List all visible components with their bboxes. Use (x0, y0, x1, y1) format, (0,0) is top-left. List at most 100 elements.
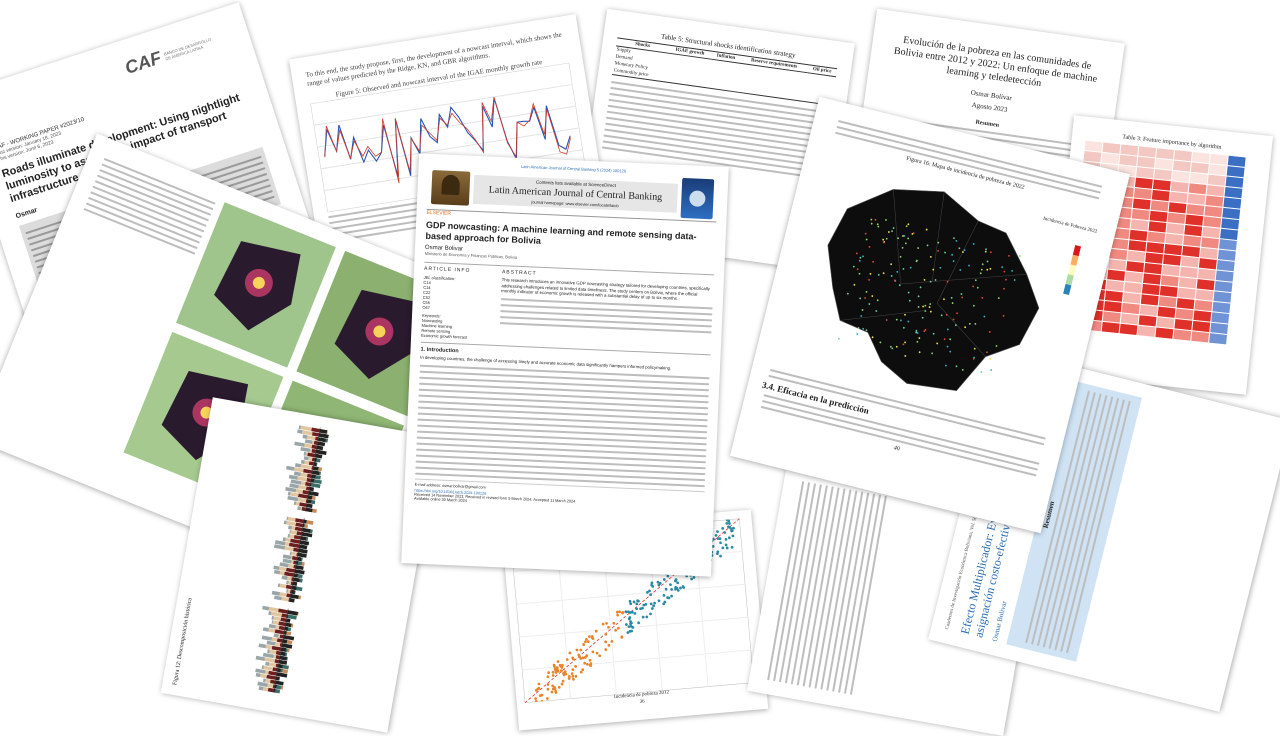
bar-segment (295, 518, 304, 523)
country-outline (800, 168, 1061, 410)
community-point (856, 333, 858, 335)
bar-segment (305, 508, 312, 513)
bar-segment (299, 502, 307, 507)
bar-segment (304, 460, 309, 464)
bar-segment (262, 606, 269, 611)
bar-segment (289, 475, 298, 480)
heatmap-cell (1102, 322, 1120, 333)
bar-segment (312, 470, 319, 475)
bar-segment (315, 437, 319, 441)
bar-segment (301, 481, 306, 485)
bar-segment (287, 576, 292, 580)
bar-segment (286, 618, 291, 622)
heatmap-cell (1120, 144, 1138, 155)
bar-segment (296, 502, 300, 506)
heatmap-cell (1152, 190, 1170, 201)
bar-segment (288, 564, 294, 568)
elsevier-tree-icon (431, 170, 470, 206)
heatmap-cell (1215, 281, 1233, 292)
bar-segment (291, 552, 297, 556)
heatmap-cell (1185, 215, 1203, 226)
heatmap-cell (1224, 187, 1242, 198)
community-point (990, 369, 992, 371)
heatmap-cell (1217, 260, 1235, 271)
heatmap-cell (1193, 310, 1211, 321)
bar-segment (267, 641, 276, 646)
legend-swatch (1066, 274, 1074, 285)
bar-segment (311, 445, 317, 449)
bar-segment (297, 553, 306, 558)
bar-segment (265, 662, 269, 666)
heatmap-cell (1164, 244, 1182, 255)
bar-segment (316, 446, 323, 451)
bar-segment (274, 659, 279, 663)
bar-segment (273, 565, 279, 570)
heatmap-cell (1147, 232, 1165, 243)
bar-segment (266, 675, 276, 680)
heatmap-cell (1171, 181, 1189, 192)
bar-segment (286, 593, 291, 597)
bar-segment (286, 585, 293, 590)
bar-segment (307, 452, 315, 457)
bar-segment (268, 688, 274, 693)
heatmap-cell (1108, 259, 1126, 270)
heatmap-cell (1205, 196, 1223, 207)
heatmap-cell (1158, 307, 1176, 318)
bar-segment (285, 538, 290, 542)
heatmap-cell (1198, 269, 1216, 280)
bar-segment (313, 466, 319, 470)
bar-segment (311, 428, 320, 433)
bar-segment (284, 627, 288, 631)
bar-segment (279, 562, 288, 567)
bar-segment (318, 437, 326, 442)
bar-segment (279, 592, 286, 597)
bar-segment (269, 650, 276, 655)
legend-swatch (1070, 255, 1078, 266)
bar-segment (286, 568, 295, 573)
heatmap-cell (1227, 166, 1245, 177)
bar-segment (263, 627, 269, 632)
heatmap-cell (1127, 251, 1145, 262)
bar-segment (277, 668, 281, 672)
bar-segment (276, 651, 281, 655)
bar-segment (274, 633, 279, 637)
legend-swatch (1063, 284, 1071, 295)
heatmap-cell (1126, 261, 1144, 272)
bar-segment (280, 634, 284, 638)
heatmap-cell (1128, 240, 1146, 251)
heatmap-cell (1173, 329, 1191, 340)
bar-segment (256, 673, 261, 677)
heatmap-cell (1218, 250, 1236, 261)
bar-segment (265, 679, 270, 683)
heatmap-cell (1119, 155, 1137, 166)
heatmap-cell (1131, 219, 1149, 230)
bar-segment (312, 432, 319, 437)
bar-segment (276, 655, 280, 659)
community-point (989, 358, 991, 360)
heatmap-cell (1202, 227, 1220, 238)
heatmap-cell (1138, 326, 1156, 337)
heatmap-cell (1165, 234, 1183, 245)
heatmap-cell (1183, 235, 1201, 246)
heatmap-cell (1197, 279, 1215, 290)
heatmap-cell (1181, 256, 1199, 267)
community-point (980, 371, 982, 373)
bar-segment (302, 507, 307, 511)
paper-page-gdp-nowcasting[interactable]: Latin American Journal of Central Bankin… (401, 153, 729, 576)
bar-segment (302, 528, 311, 533)
bar-segment (289, 598, 294, 602)
heatmap-cell (1210, 323, 1228, 334)
bar-segment (300, 540, 309, 545)
bar-segment (274, 595, 282, 600)
heatmap-cell (1210, 154, 1228, 165)
heatmap-cell (1192, 321, 1210, 332)
bar-segment (311, 479, 315, 483)
heatmap-cell (1124, 282, 1142, 293)
community-point (838, 338, 840, 340)
heatmap-cell (1174, 150, 1192, 161)
heatmap-cell (1169, 202, 1187, 213)
heatmap-cell (1104, 301, 1122, 312)
heatmap-cell (1192, 152, 1210, 163)
heatmap-cell (1109, 249, 1127, 260)
heatmap-cell (1190, 173, 1208, 184)
